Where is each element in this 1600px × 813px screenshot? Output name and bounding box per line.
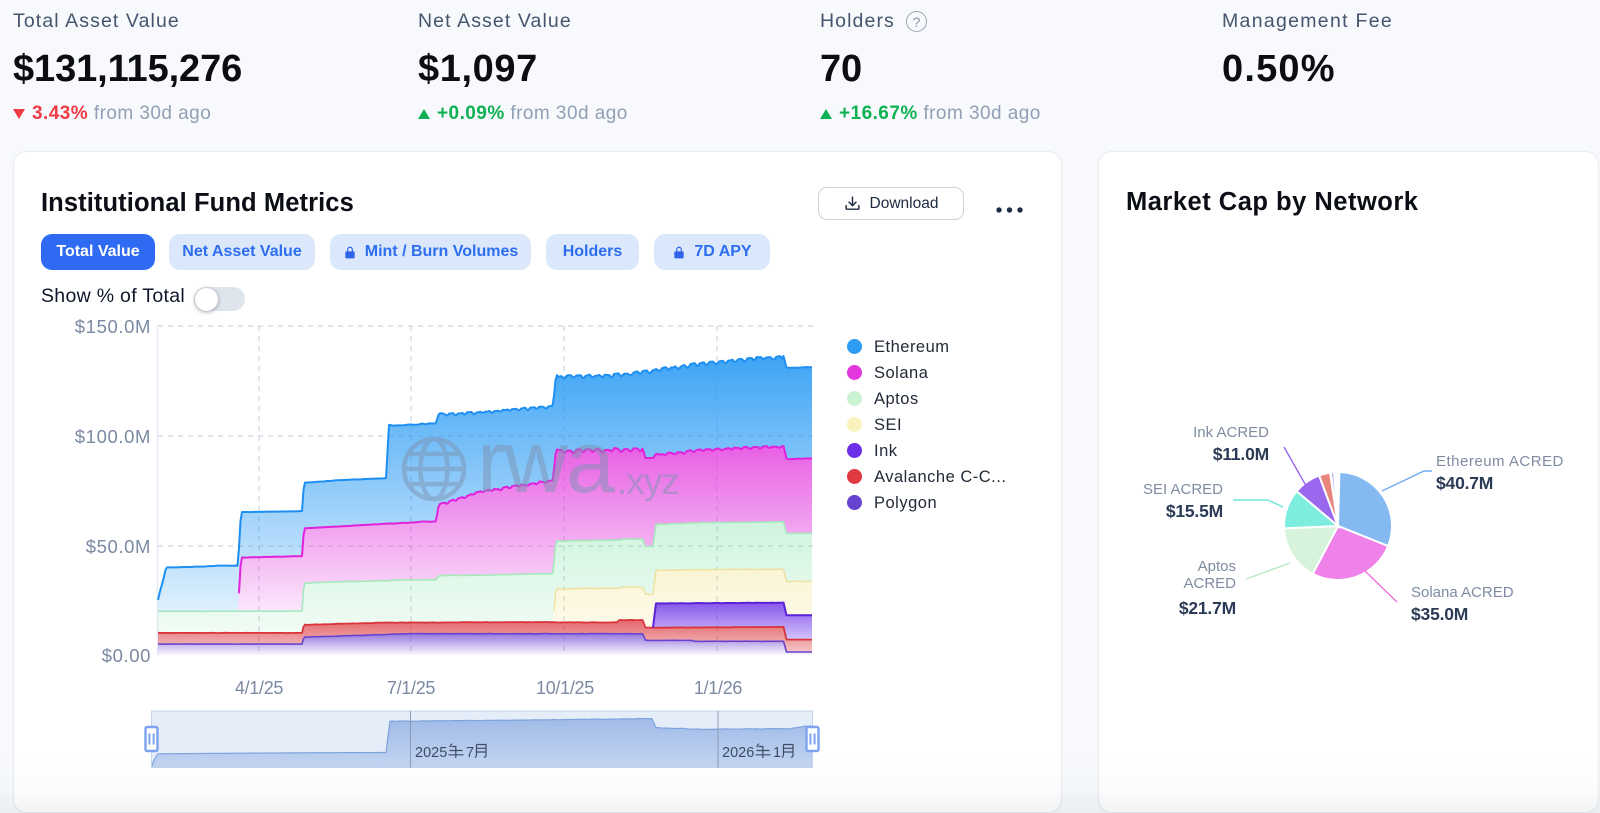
svg-text:2025: 2025 <box>415 745 447 761</box>
svg-text:7: 7 <box>466 745 474 761</box>
svg-text:2026: 2026 <box>722 745 754 761</box>
svg-text:1: 1 <box>773 745 781 761</box>
svg-text:rwa: rwa <box>477 412 615 511</box>
svg-text:.xyz: .xyz <box>617 461 679 502</box>
